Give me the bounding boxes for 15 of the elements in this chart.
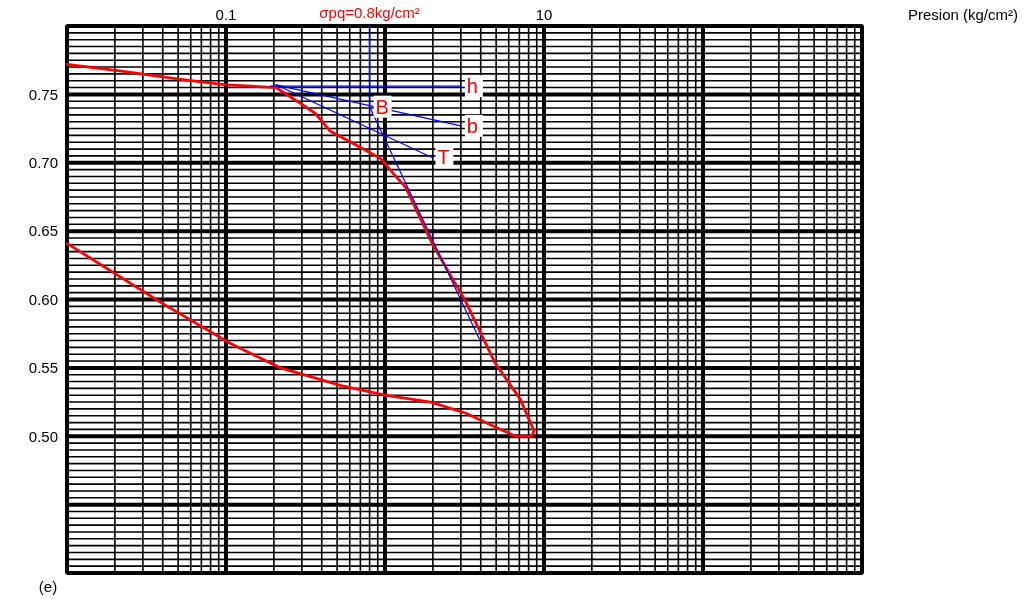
x-tick-label: 0.1 [215, 6, 237, 23]
y-axis-title: (e) [38, 578, 58, 595]
y-tick-label: 0.70 [28, 154, 58, 171]
annotation: T [437, 146, 450, 169]
y-tick-label: 0.60 [28, 290, 58, 308]
annotation: σpq=0.8kg/cm² [319, 4, 420, 21]
y-tick-label: 0.65 [28, 222, 58, 240]
x-axis-title: Presion (kg/cm²) [907, 6, 1018, 23]
annotation: h [466, 75, 478, 98]
x-tick-label: 10 [535, 6, 553, 23]
y-tick-label: 0.50 [28, 427, 58, 445]
annotation: B [375, 95, 389, 118]
annotation: b [466, 114, 478, 137]
y-tick-label: 0.55 [28, 359, 58, 377]
y-tick-label: 0.75 [28, 85, 58, 103]
